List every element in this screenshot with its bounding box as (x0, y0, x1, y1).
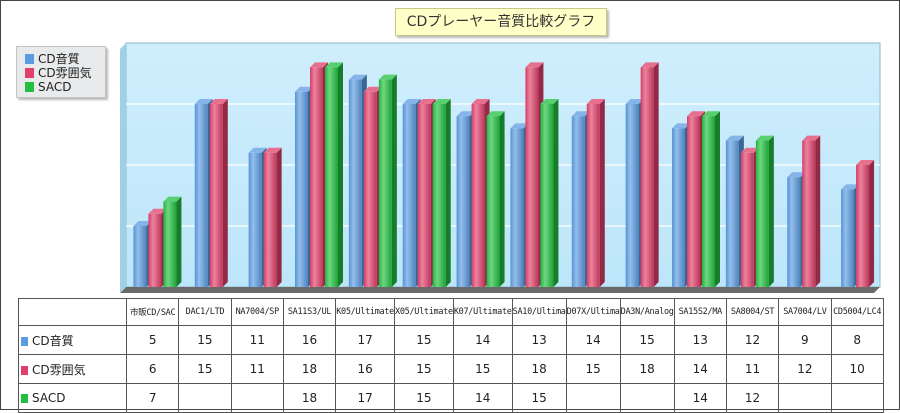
table-cell: 14 (452, 325, 513, 355)
table-cell: 14 (452, 383, 513, 413)
bar-2-0 (163, 196, 182, 287)
table-cell: 8 (830, 325, 884, 355)
table-cell: 11 (725, 354, 780, 384)
series-name: CD音質 (32, 333, 74, 348)
legend-swatch-cd-sound (25, 54, 34, 64)
table-cell (619, 383, 675, 413)
legend-swatch-sacd (25, 82, 34, 92)
table-row: CD雰囲気 6 15 11 18 16 15 15 18 15 18 14 11 12 10 (18, 354, 884, 384)
table-cell: 14 (565, 325, 621, 355)
table-cell: 15 (511, 383, 567, 413)
table-header-row: 市販CD/SAC DAC1/LTD NA7004/SP SA11S3/UL K05/Ul… (18, 298, 884, 326)
table-cell: 15 (394, 325, 454, 355)
table-cell: 18 (511, 354, 567, 384)
legend-label: CD音質 (38, 52, 80, 66)
table-row: CD音質 5 15 11 16 17 15 14 13 14 15 13 12 9 8 (18, 325, 884, 355)
table-cell: 12 (725, 325, 780, 355)
table-cell: 18 (282, 383, 337, 413)
table-cell: 12 (778, 354, 832, 384)
bar-2-6 (486, 111, 505, 287)
category-label: K07/Ultimate (452, 298, 513, 326)
category-label: SA15S2/MA (673, 298, 727, 326)
bar-2-4 (378, 74, 397, 287)
table-cell: 16 (282, 325, 337, 355)
legend-label: SACD (38, 80, 72, 94)
category-label: 市販CD/SAC (125, 298, 180, 326)
table-cell: 15 (452, 354, 513, 384)
table-cell: 18 (619, 354, 675, 384)
table-cell (178, 383, 232, 413)
series-swatch (21, 336, 28, 346)
chart-title: CDプレーヤー音質比較グラフ (395, 8, 607, 36)
table-cell: 14 (673, 383, 727, 413)
legend-item-cd-atmosphere: CD雰囲気 (25, 66, 92, 80)
table-cell: 15 (394, 383, 454, 413)
table-cell: 9 (778, 325, 832, 355)
series-name: CD雰囲気 (32, 362, 86, 377)
legend-swatch-cd-atmosphere (25, 68, 34, 78)
table-cell: 15 (178, 354, 232, 384)
series-swatch (21, 394, 28, 403)
bar-2-10 (702, 111, 720, 287)
table-cell: 15 (619, 325, 675, 355)
table-cell: 10 (830, 354, 884, 384)
series-swatch (21, 365, 28, 375)
category-label: SA8004/ST (725, 298, 780, 326)
table-cell: 14 (673, 354, 727, 384)
table-cell: 12 (725, 383, 780, 413)
category-label: SA11S3/UL (282, 298, 337, 326)
category-label: D07X/Ultima (565, 298, 621, 326)
bar-1-1 (209, 99, 228, 287)
table-cell: 13 (673, 325, 727, 355)
table-cell (830, 383, 884, 413)
category-label: SA10/Ultima (511, 298, 567, 326)
series-name: SACD (32, 391, 66, 405)
bar-2-7 (540, 99, 559, 287)
plot-floor (120, 287, 880, 293)
data-table: 市販CD/SAC DAC1/LTD NA7004/SP SA11S3/UL K05/Ul… (18, 298, 884, 413)
bar-1-13 (856, 160, 875, 287)
category-label: DAC1/LTD (178, 298, 232, 326)
plot-side-wall (120, 43, 126, 293)
table-cell (230, 383, 284, 413)
table-cell: 17 (335, 383, 395, 413)
table-corner (18, 298, 127, 326)
series-row-label: CD音質 (18, 325, 127, 355)
category-label: X05/Ultimate (394, 298, 454, 326)
table-cell: 18 (282, 354, 337, 384)
legend: CD音質 CD雰囲気 SACD (16, 46, 106, 98)
bar-2-11 (755, 135, 774, 287)
table-cell: 16 (335, 354, 395, 384)
table-cell: 15 (394, 354, 454, 384)
category-label: CD5004/LC4 (830, 298, 884, 326)
category-label: SA7004/LV (778, 298, 832, 326)
bar-1-9 (640, 62, 659, 288)
table-cell: 11 (230, 354, 284, 384)
legend-item-cd-sound: CD音質 (25, 52, 80, 66)
legend-label: CD雰囲気 (38, 66, 92, 80)
table-cell: 17 (335, 325, 395, 355)
table-cell: 13 (511, 325, 567, 355)
table-cell: 6 (125, 354, 180, 384)
chart-plot (120, 42, 881, 293)
table-row: SACD 7 18 17 15 14 15 14 12 (18, 383, 884, 413)
bar-1-12 (802, 135, 821, 287)
bar-1-2 (263, 147, 282, 287)
table-cell (778, 383, 832, 413)
table-cell: 11 (230, 325, 284, 355)
table-cell: 7 (125, 383, 180, 413)
bar-1-8 (586, 99, 605, 287)
table-cell: 5 (125, 325, 180, 355)
table-cell (565, 383, 621, 413)
series-row-label: SACD (18, 383, 127, 413)
category-label: DA3N/Analog (619, 298, 675, 326)
table-cell: 15 (565, 354, 621, 384)
table-cell: 15 (178, 325, 232, 355)
bar-2-5 (432, 99, 451, 287)
category-label: NA7004/SP (230, 298, 284, 326)
category-label: K05/Ultimate (335, 298, 395, 326)
bar-2-3 (325, 62, 343, 288)
series-row-label: CD雰囲気 (18, 354, 127, 384)
legend-item-sacd: SACD (25, 80, 71, 94)
